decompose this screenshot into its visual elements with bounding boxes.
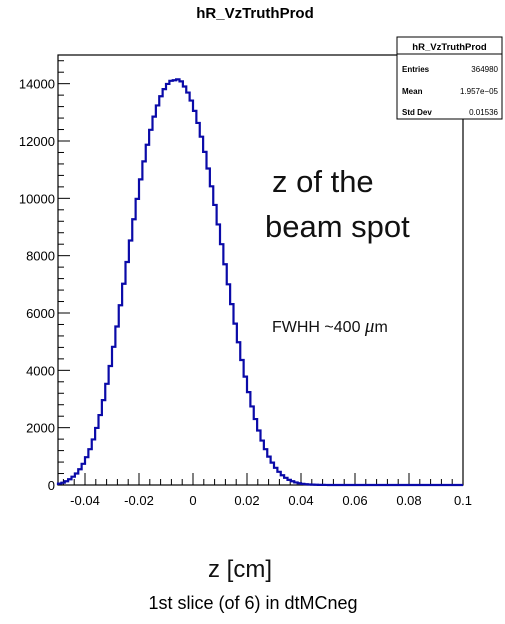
stats-stddev-value: 0.01536 xyxy=(469,108,498,117)
y-tick-label: 8000 xyxy=(26,249,55,264)
fwhh-annotation: FWHH ~400 μm xyxy=(272,316,388,337)
y-tick-label: 12000 xyxy=(19,134,55,149)
x-tick-label: 0.02 xyxy=(234,493,259,508)
x-tick-label: 0.06 xyxy=(342,493,367,508)
histogram-series xyxy=(56,78,464,487)
annotation-line-2: beam spot xyxy=(265,209,410,244)
annotation-line-1: z of the xyxy=(272,164,374,199)
y-tick-label: 10000 xyxy=(19,191,55,206)
stats-box: hR_VzTruthProd Entries 364980 Mean 1.957… xyxy=(396,36,503,120)
x-tick-label: -0.04 xyxy=(70,493,100,508)
stats-box-title: hR_VzTruthProd xyxy=(412,42,487,53)
x-tick-label: 0.04 xyxy=(288,493,313,508)
fwhh-mu-symbol: μ xyxy=(364,316,375,337)
y-tick-label: 4000 xyxy=(26,363,55,378)
x-tick-label: 0 xyxy=(189,493,196,508)
stats-mean-label: Mean xyxy=(402,87,423,96)
x-tick-label: 0.08 xyxy=(396,493,421,508)
x-axis-label: z [cm] xyxy=(208,556,272,583)
y-tick-label: 2000 xyxy=(26,421,55,436)
stats-entries-label: Entries xyxy=(402,65,430,74)
x-axis: -0.04 -0.02 0 0.02 0.04 0.06 0.08 0.1 xyxy=(62,473,472,508)
fwhh-prefix: FWHH ~400 xyxy=(272,319,365,336)
stats-stddev-label: Std Dev xyxy=(402,108,432,117)
chart-title: hR_VzTruthProd xyxy=(196,5,314,22)
x-tick-label: -0.02 xyxy=(124,493,154,508)
y-tick-label: 14000 xyxy=(19,77,55,92)
plot-frame xyxy=(57,54,464,486)
y-axis: 0 2000 4000 6000 8000 10000 12000 14000 xyxy=(19,60,70,493)
y-tick-label: 6000 xyxy=(26,306,55,321)
stats-mean-value: 1.957e−05 xyxy=(460,87,499,96)
stats-entries-value: 364980 xyxy=(471,65,498,74)
x-tick-label: 0.1 xyxy=(454,493,472,508)
fwhh-unit: m xyxy=(374,319,387,336)
y-tick-label: 0 xyxy=(48,478,55,493)
footer-caption: 1st slice (of 6) in dtMCneg xyxy=(148,593,357,613)
